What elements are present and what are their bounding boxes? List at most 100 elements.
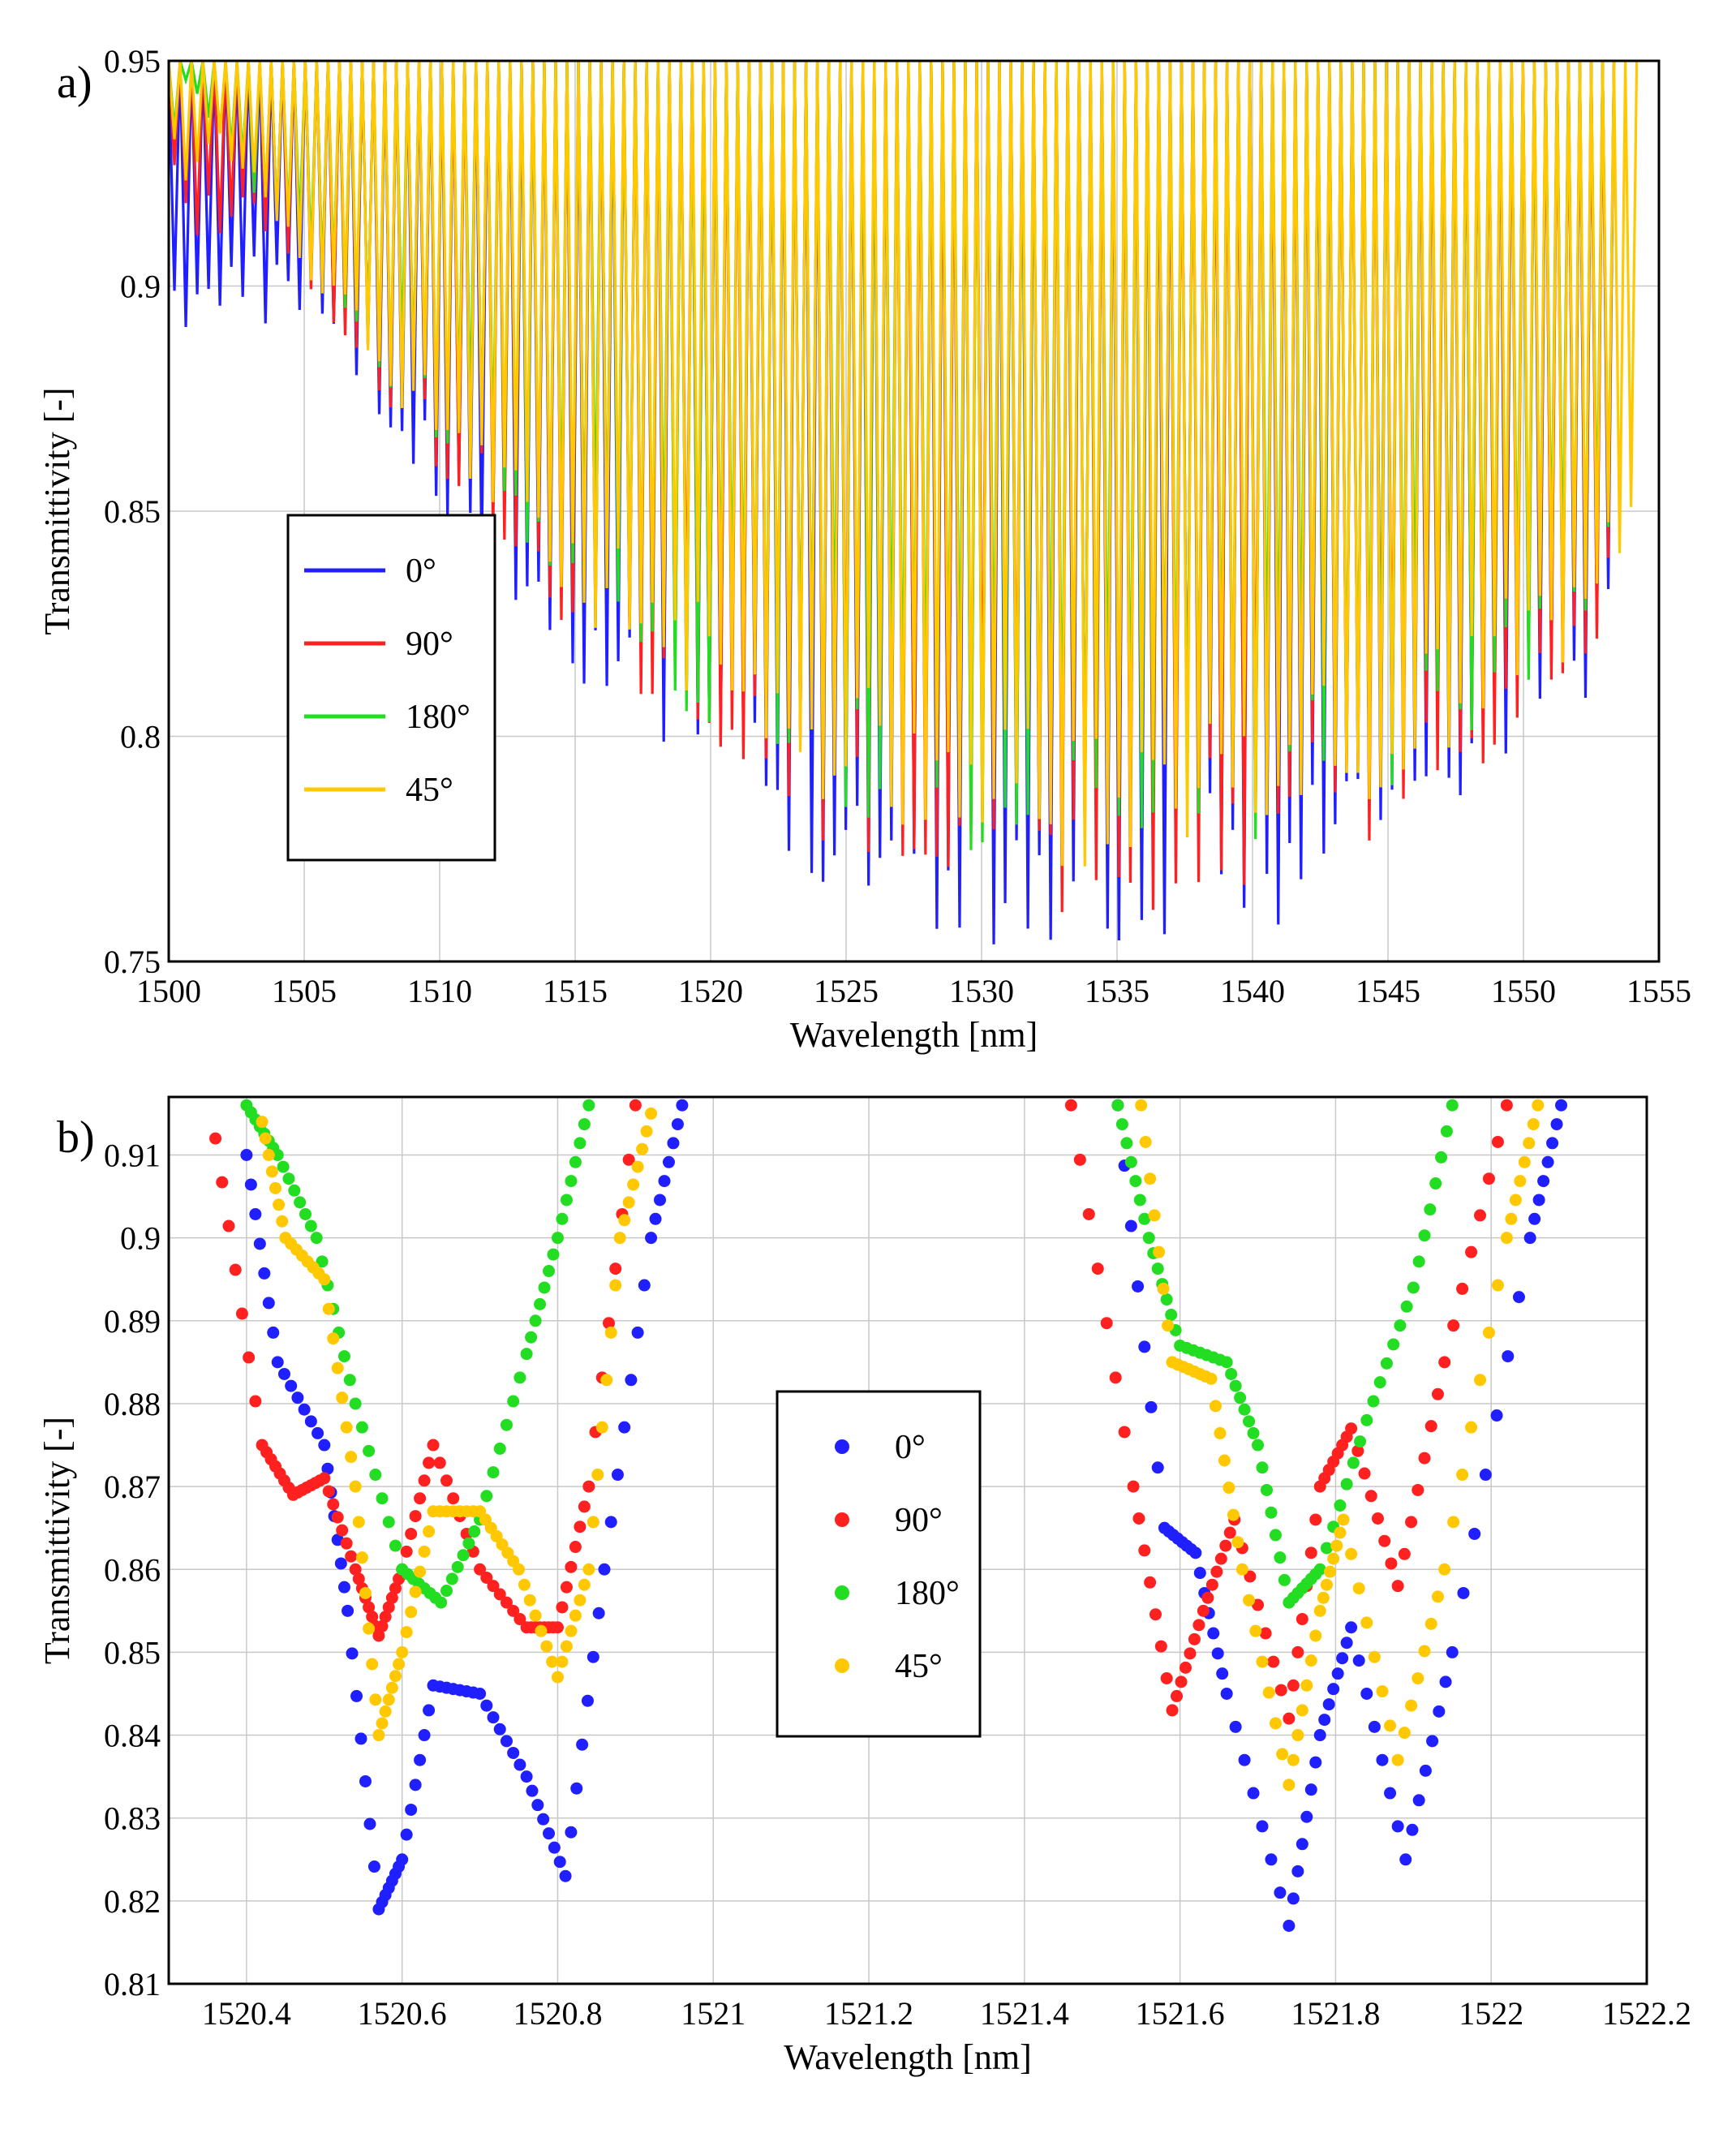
data-point [385,1681,398,1694]
data-point [525,1331,538,1344]
data-point [1138,1544,1151,1557]
data-point [1283,1779,1296,1792]
data-point [1352,1582,1365,1595]
data-point [1256,1655,1269,1668]
data-point [379,1705,392,1718]
data-point [1391,1820,1404,1833]
data-point [1192,1619,1205,1632]
data-point [372,1729,385,1742]
data-point [551,1232,564,1245]
b-legend-entry: 180° [895,1575,960,1612]
data-point [321,1462,334,1475]
b-legend-box [776,1390,982,1738]
data-point [1144,1576,1157,1589]
data-point [1345,1621,1358,1634]
data-point [1124,1219,1137,1232]
data-point [322,1302,335,1315]
data-point [551,1621,564,1634]
data-point [537,1813,550,1826]
panel-b-y-axis-title: Transmittivity [-] [37,1417,77,1664]
data-point [1354,1435,1367,1448]
data-point [462,1537,475,1550]
a-x-tick-label: 1510 [407,973,472,1009]
data-point [355,1732,367,1745]
data-point [1287,1753,1300,1766]
data-point [474,1563,487,1576]
data-point [1214,1426,1227,1439]
data-point [1345,1547,1358,1560]
data-point [400,1828,413,1841]
data-point [414,1753,427,1766]
data-point [574,1594,587,1607]
data-point [369,1693,382,1706]
data-point [538,1281,551,1294]
data-point [613,1232,626,1245]
a-x-tick-label: 1505 [272,973,337,1009]
b-x-tick-label: 1520.6 [358,1995,447,2032]
data-point [500,1735,513,1748]
data-point [400,1545,413,1558]
data-point [1532,1194,1545,1207]
data-point [1465,1421,1478,1434]
data-point [433,1456,446,1469]
data-point [622,1196,635,1209]
data-point [216,1176,229,1189]
a-y-tick-label: 0.85 [104,493,161,530]
data-point [1133,1194,1146,1207]
a-x-tick-label: 1535 [1085,973,1149,1009]
data-point [1100,1317,1113,1330]
data-point [582,1563,595,1576]
data-point [543,1827,556,1840]
data-point [547,1248,560,1261]
data-point [1528,1212,1541,1225]
data-point [1229,1379,1242,1392]
data-point [595,1421,608,1434]
data-point [543,1265,556,1278]
data-point [1376,1753,1389,1766]
data-point [546,1655,559,1668]
data-point [645,1107,658,1120]
data-point [267,1326,280,1339]
data-point [366,1611,379,1624]
data-point [1145,1400,1158,1413]
a-x-tick-label: 1515 [543,973,608,1009]
data-point [645,1232,658,1245]
data-point [1091,1262,1104,1275]
data-point [1394,1319,1407,1332]
data-point [513,1613,526,1626]
data-point [1431,1387,1444,1400]
data-point [1541,1155,1554,1168]
data-point [1160,1293,1173,1306]
data-point [1214,1552,1227,1565]
data-point [1438,1563,1451,1576]
data-point [1340,1637,1353,1650]
data-point [235,1307,248,1320]
a-x-tick-label: 1500 [136,973,201,1009]
data-point [346,1647,359,1660]
data-point [569,1541,582,1554]
data-point [1220,1356,1233,1369]
data-point [299,1207,312,1220]
data-point [1291,1729,1304,1742]
panel-a-series [169,61,1639,944]
data-point [393,1572,406,1585]
data-point [609,1279,622,1292]
data-point [1331,1667,1344,1680]
data-point [1243,1415,1256,1428]
data-point [376,1717,389,1730]
data-point [513,1758,526,1771]
data-point [369,1469,382,1482]
data-point [337,1581,350,1594]
data-point [1283,1919,1296,1932]
data-point [1438,1356,1451,1369]
data-point [409,1510,422,1523]
data-point [405,1606,418,1619]
data-point [259,1132,272,1145]
data-point [1537,1175,1550,1188]
data-point [1166,1704,1179,1717]
data-point [1491,1279,1504,1292]
a-legend-entry: 45° [406,772,453,809]
data-point [622,1153,635,1166]
data-point [271,1149,284,1162]
data-point [457,1549,470,1562]
